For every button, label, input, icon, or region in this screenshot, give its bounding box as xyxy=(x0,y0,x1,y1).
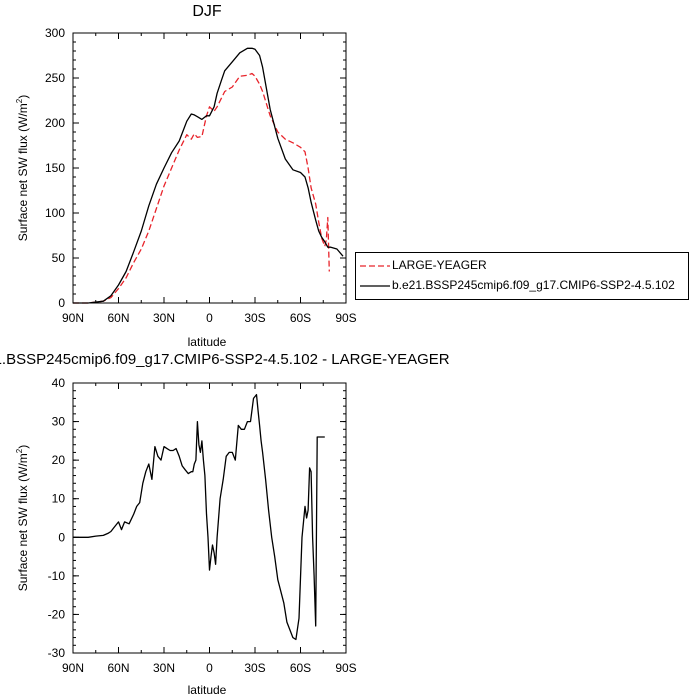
legend: LARGE-YEAGER b.e21.BSSP245cmip6.f09_g17.… xyxy=(355,252,689,300)
bottom-x-axis-label: latitude xyxy=(188,683,227,697)
bottom-chart-title: b.e21.BSSP245cmip6.f09_g17.CMIP6-SSP2-4.… xyxy=(0,351,450,368)
bottom-x-tick-label: 30N xyxy=(153,661,175,675)
top-y-tick-label: 250 xyxy=(45,71,65,85)
top-x-tick-label: 90N xyxy=(62,311,84,325)
bottom-y-tick-label: -10 xyxy=(48,569,66,583)
top-y-tick-label: 150 xyxy=(45,161,65,175)
bottom-chart: b.e21.BSSP245cmip6.f09_g17.CMIP6-SSP2-4.… xyxy=(0,351,450,697)
top-y-tick-label: 50 xyxy=(52,251,66,265)
bottom-series-line-0 xyxy=(73,393,325,641)
bottom-y-tick-label: -20 xyxy=(48,607,66,621)
bottom-x-tick-label: 30S xyxy=(244,661,265,675)
bottom-y-tick-label: 20 xyxy=(52,453,66,467)
legend-swatch-solid-black xyxy=(360,285,390,287)
top-x-tick-label: 0 xyxy=(206,311,213,325)
top-chart-title: DJF xyxy=(192,3,222,20)
top-x-tick-label: 30S xyxy=(244,311,265,325)
bottom-y-tick-label: -30 xyxy=(48,646,66,660)
legend-swatch-dashed-red xyxy=(360,265,390,267)
bottom-y-tick-label: 10 xyxy=(52,492,66,506)
legend-item-bssp245: b.e21.BSSP245cmip6.f09_g17.CMIP6-SSP2-4.… xyxy=(356,276,688,296)
legend-label-large-yeager: LARGE-YEAGER xyxy=(392,258,487,272)
bottom-x-tick-label: 60N xyxy=(107,661,129,675)
top-y-tick-label: 100 xyxy=(45,206,65,220)
top-x-tick-label: 30N xyxy=(153,311,175,325)
top-x-tick-label: 60N xyxy=(107,311,129,325)
bottom-y-axis-label: Surface net SW flux (W/m2) xyxy=(15,445,30,591)
top-x-axis-label: latitude xyxy=(188,335,227,349)
top-y-axis-label-close: ) xyxy=(16,95,30,99)
top-x-tick-label: 60S xyxy=(290,311,311,325)
bottom-y-axis-label-sup: 2 xyxy=(15,448,24,453)
bottom-y-tick-label: 0 xyxy=(58,530,65,544)
bottom-x-tick-label: 90N xyxy=(62,661,84,675)
top-y-axis-label-sup: 2 xyxy=(15,98,24,103)
legend-label-bssp245: b.e21.BSSP245cmip6.f09_g17.CMIP6-SSP2-4.… xyxy=(392,278,675,292)
bottom-y-tick-label: 30 xyxy=(52,415,66,429)
bottom-y-axis-label-main: Surface net SW flux (W/m xyxy=(16,453,30,591)
bottom-x-tick-label: 90S xyxy=(335,661,356,675)
top-plot-frame xyxy=(72,32,347,304)
top-y-axis-label: Surface net SW flux (W/m2) xyxy=(15,95,30,241)
top-y-axis-label-main: Surface net SW flux (W/m xyxy=(16,103,30,241)
bottom-x-tick-label: 0 xyxy=(206,661,213,675)
top-series-line-1 xyxy=(73,47,344,304)
top-y-tick-label: 0 xyxy=(58,296,65,310)
bottom-y-axis-label-close: ) xyxy=(16,445,30,449)
bottom-x-tick-label: 60S xyxy=(290,661,311,675)
top-plot-area: 90N 60N 30N 0 30S 60S 90S 0 50 100 150 200 250 300 xyxy=(45,26,357,325)
top-x-tick-label: 90S xyxy=(335,311,356,325)
bottom-y-tick-label: 40 xyxy=(52,376,66,390)
bottom-plot-area: 90N 60N 30N 0 30S 60S 90S -30 -20 -10 0 10 20 30 40 xyxy=(48,376,357,675)
top-y-tick-label: 300 xyxy=(45,26,65,40)
top-series-line-0 xyxy=(73,72,330,304)
legend-item-large-yeager: LARGE-YEAGER xyxy=(356,256,688,276)
top-chart: DJF 90N 60N 30N 0 30S 60S 90S 0 50 100 150 200 250 30… xyxy=(15,3,357,349)
bottom-plot-frame xyxy=(72,382,347,654)
top-y-tick-label: 200 xyxy=(45,116,65,130)
